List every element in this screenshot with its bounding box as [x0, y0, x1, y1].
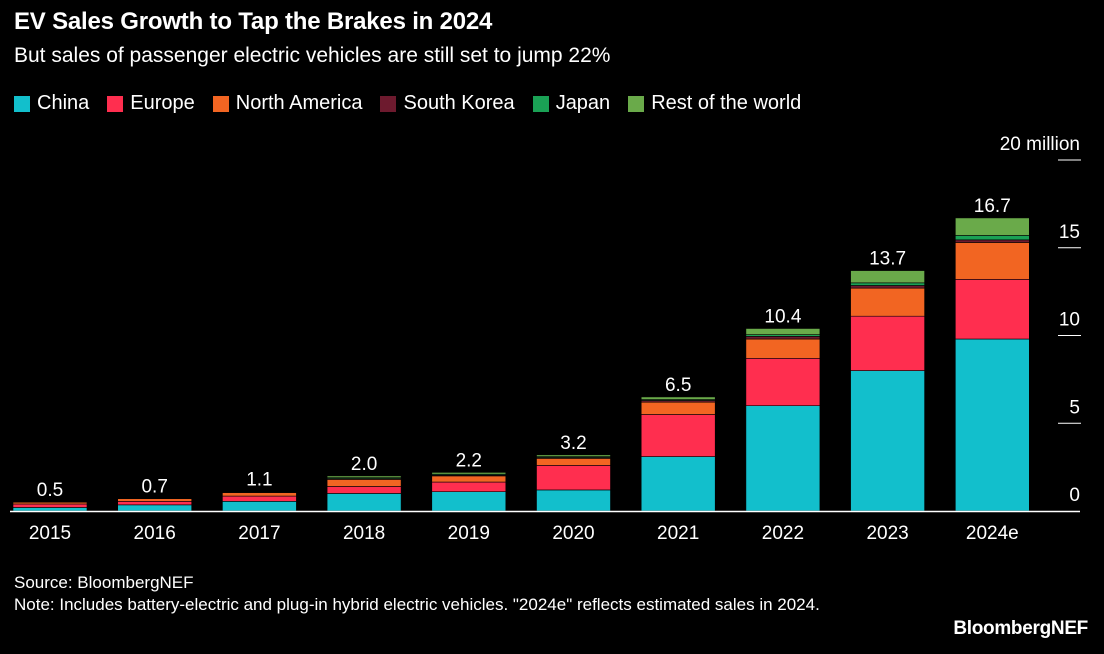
y-tick-label: 20 million	[1000, 134, 1080, 155]
bar-segment-japan	[954, 235, 1030, 241]
x-tick-label: 2019	[448, 523, 490, 544]
y-tick-label: 10	[1059, 310, 1080, 331]
legend-swatch-north-america	[212, 95, 229, 112]
bar-segment-south-korea	[954, 239, 1030, 243]
bar-segment-china	[326, 493, 402, 512]
bar-segment-rest-of-the-world	[745, 328, 821, 335]
bar-total-label: 1.1	[246, 470, 272, 491]
legend-label-japan: Japan	[555, 92, 611, 114]
brand-logo: BloombergNEF	[953, 618, 1088, 639]
x-tick-label: 2018	[343, 523, 385, 544]
x-tick-label: 2017	[238, 523, 280, 544]
chart-subtitle: But sales of passenger electric vehicles…	[14, 44, 611, 67]
bar-segment-europe	[745, 358, 821, 407]
bar-segment-china	[431, 491, 507, 512]
bar-segment-europe	[222, 495, 297, 502]
legend-item-south-korea: South Korea	[380, 92, 515, 115]
bar-segment-north-america	[117, 498, 192, 502]
y-tick-label: 5	[1069, 397, 1080, 418]
legend-swatch-china	[14, 95, 30, 112]
x-tick-label: 2016	[134, 523, 176, 544]
bar-segment-south-korea	[850, 285, 925, 289]
bar-segment-china	[745, 405, 821, 512]
bar-segment-south-korea	[745, 336, 821, 340]
y-tick-label: 15	[1059, 222, 1080, 243]
bar-total-label: 0.7	[141, 477, 167, 498]
bar-segment-north-america	[431, 475, 507, 483]
bar-segment-north-america	[954, 242, 1030, 280]
bar-segment-china	[850, 370, 925, 512]
bar-segment-europe	[12, 503, 88, 508]
legend-label-south-korea: South Korea	[403, 92, 515, 114]
source-note: Source: BloombergNEF	[14, 573, 194, 592]
bar-segment-rest-of-the-world	[326, 475, 402, 478]
bar-total-label: 0.5	[37, 480, 63, 501]
bar-segment-north-america	[850, 287, 925, 317]
bar-segment-japan	[850, 282, 925, 286]
chart-title: EV Sales Growth to Tap the Brakes in 202…	[14, 8, 493, 35]
bar-segment-rest-of-the-world	[431, 472, 507, 475]
bar-segment-north-america	[222, 492, 297, 497]
x-tick-label: 2022	[762, 523, 804, 544]
bar-segment-china	[117, 504, 192, 512]
legend-label-north-america: North America	[235, 92, 363, 114]
bar-segment-china	[222, 501, 297, 512]
bar-segment-europe	[640, 414, 716, 457]
bar-segment-china	[954, 338, 1030, 512]
bar-total-label: 2.0	[351, 454, 377, 475]
bar-segment-north-america	[326, 479, 402, 487]
bar-segment-rest-of-the-world	[640, 396, 716, 400]
legend-item-china: China	[14, 92, 89, 115]
methodology-note: Note: Includes battery-electric and plug…	[14, 595, 820, 614]
legend-item-europe: Europe	[107, 92, 195, 115]
bar-segment-europe	[954, 279, 1030, 340]
legend-label-china: China	[37, 92, 90, 114]
bar-total-label: 16.7	[974, 196, 1011, 217]
bar-segment-china	[12, 507, 88, 512]
bar-segment-europe	[850, 315, 925, 371]
legend-swatch-japan	[532, 95, 549, 112]
legend-item-rest-of-world: Rest of the world	[628, 92, 801, 115]
bar-segment-europe	[117, 501, 192, 506]
legend-label-europe: Europe	[130, 92, 195, 114]
bar-segment-rest-of-the-world	[536, 454, 611, 457]
legend-item-north-america: North America	[212, 92, 363, 115]
x-tick-label: 2021	[657, 523, 699, 544]
bar-segment-europe	[431, 481, 507, 492]
bar-segment-europe	[536, 465, 611, 491]
x-tick-label: 2020	[552, 523, 594, 544]
bar-segment-north-america	[745, 338, 821, 359]
x-tick-label: 2024e	[966, 523, 1019, 544]
bar-segment-china	[536, 489, 611, 512]
bar-total-label: 3.2	[560, 433, 586, 454]
bar-segment-rest-of-the-world	[850, 270, 925, 284]
y-tick-label: 0	[1069, 485, 1080, 506]
bar-total-label: 10.4	[764, 306, 801, 327]
bar-total-label: 2.2	[456, 450, 482, 471]
legend-swatch-rest-of-world	[628, 95, 645, 112]
stacked-bar-chart: 0 5 10 15 20 million 0.5 2015 0.7 2016 1.1 2017 2.0…	[10, 134, 1081, 544]
x-tick-label: 2015	[29, 523, 71, 544]
bar-segment-north-america	[640, 401, 716, 415]
bar-segment-china	[640, 456, 716, 512]
bar-segment-north-america	[12, 501, 88, 505]
legend-swatch-south-korea	[380, 95, 397, 112]
legend-label-rest-of-world: Rest of the world	[651, 92, 802, 114]
bar-segment-rest-of-the-world	[954, 217, 1030, 236]
bar-segment-north-america	[536, 458, 611, 466]
legend-item-japan: Japan	[532, 92, 611, 115]
legend: China Europe North America South Korea J…	[14, 92, 819, 115]
legend-swatch-europe	[107, 95, 124, 112]
bar-total-label: 13.7	[869, 249, 906, 270]
x-tick-label: 2023	[866, 523, 908, 544]
bar-total-label: 6.5	[665, 375, 691, 396]
chart-footer: Source: BloombergNEF Note: Includes batt…	[14, 572, 914, 616]
bar-segment-europe	[326, 486, 402, 494]
